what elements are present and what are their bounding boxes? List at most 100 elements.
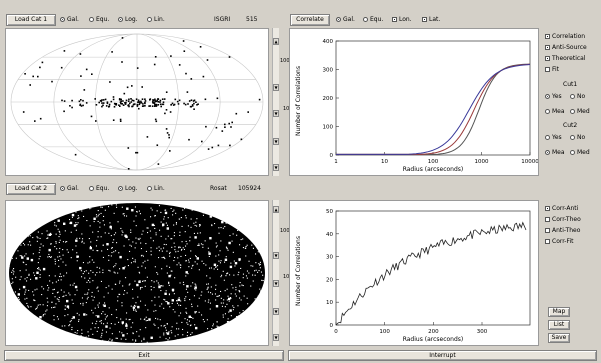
cat2-coord-lin[interactable]: Lin. (147, 185, 165, 192)
source-point (121, 61, 123, 63)
cat1-coord-gal[interactable]: Gal. (60, 16, 79, 23)
show-correlation[interactable]: Correlation (545, 33, 585, 40)
source-point (175, 222, 177, 224)
load-cat2-button[interactable]: Load Cat 2 (6, 183, 56, 195)
source-point (261, 298, 263, 300)
source-point (127, 259, 129, 261)
radio-indicator[interactable] (545, 135, 550, 140)
diff-corr-anti[interactable]: Corr-Anti (545, 205, 578, 212)
cut2-yes[interactable]: Yes (545, 134, 562, 141)
radio-indicator[interactable] (545, 150, 550, 155)
radio-indicator[interactable] (89, 17, 94, 22)
radio-indicator[interactable] (570, 135, 575, 140)
load-cat1-button[interactable]: Load Cat 1 (6, 14, 56, 26)
diff-corr-fit[interactable]: Corr-Fit (545, 238, 574, 245)
source-point (34, 120, 36, 122)
corr-coord-gal[interactable]: Gal. (336, 16, 355, 23)
scroll-arrow[interactable]: ▼ (273, 308, 279, 315)
checkbox-indicator[interactable] (545, 34, 550, 39)
cut1-yes[interactable]: Yes (545, 93, 562, 100)
source-point (230, 293, 232, 295)
radio-indicator[interactable] (147, 186, 152, 191)
source-point (76, 237, 78, 239)
source-point (255, 225, 257, 227)
checkbox-indicator[interactable] (545, 228, 550, 233)
cat2-coord-equ[interactable]: Equ. (89, 185, 109, 192)
scroll-up-arrow[interactable]: ▲ (273, 38, 279, 45)
checkbox-indicator[interactable] (545, 206, 550, 211)
show-theoretical[interactable]: Theoretical (545, 55, 586, 62)
radio-indicator[interactable] (363, 17, 368, 22)
scroll-arrow[interactable]: ▼ (273, 84, 279, 91)
cut1-no[interactable]: No (570, 93, 585, 100)
radio-indicator[interactable] (60, 186, 65, 191)
radio-indicator[interactable] (570, 150, 575, 155)
cat2-coord-gal[interactable]: Gal. (60, 185, 79, 192)
correlate-button[interactable]: Correlate (290, 14, 330, 26)
show-fit[interactable]: Fit (545, 66, 559, 73)
radio-indicator[interactable] (118, 17, 123, 22)
cut2-no[interactable]: No (570, 134, 585, 141)
radio-indicator[interactable] (570, 94, 575, 99)
sky-map-cat1[interactable] (5, 28, 269, 176)
cut2-mea[interactable]: Mea (545, 149, 565, 156)
radio-indicator[interactable] (118, 186, 123, 191)
cat2-scrollbar[interactable]: ▲ ▼ ▼ ▼ ▼ (272, 200, 279, 346)
source-point (107, 248, 109, 250)
radio-indicator[interactable] (570, 109, 575, 114)
cut1-mea[interactable]: Mea (545, 108, 565, 115)
show-anti-source[interactable]: Anti-Source (545, 44, 587, 51)
list-button[interactable]: List (548, 320, 570, 330)
source-point (141, 340, 143, 342)
diff-corr-theo[interactable]: Corr-Theo (545, 216, 581, 223)
checkbox-indicator[interactable] (422, 17, 427, 22)
radio-indicator[interactable] (545, 109, 550, 114)
scroll-down-arrow[interactable]: ▼ (273, 334, 279, 341)
radio-indicator[interactable] (545, 94, 550, 99)
sky-map-cat2[interactable] (5, 200, 269, 346)
checkbox-indicator[interactable] (545, 45, 550, 50)
corr-coord-lat[interactable]: Lat. (422, 16, 440, 23)
checkbox-indicator[interactable] (545, 217, 550, 222)
radio-indicator[interactable] (60, 17, 65, 22)
source-point (97, 236, 99, 238)
cut1-med[interactable]: Med (570, 108, 590, 115)
scroll-arrow[interactable]: ▼ (273, 110, 279, 117)
x-tick-label: 100 (428, 159, 439, 165)
source-point (182, 281, 184, 283)
source-point (140, 102, 143, 104)
cat1-scrollbar[interactable]: ▲ ▼ ▼ ▼ ▼ (272, 28, 279, 176)
diff-anti-theo[interactable]: Anti-Theo (545, 227, 580, 234)
source-point (69, 294, 71, 296)
checkbox-indicator[interactable] (545, 239, 550, 244)
scroll-up-arrow[interactable]: ▲ (273, 206, 279, 213)
source-point (10, 224, 12, 226)
save-button[interactable]: Save (548, 333, 570, 343)
exit-button[interactable]: Exit (4, 350, 284, 361)
scroll-down-arrow[interactable]: ▼ (273, 164, 279, 171)
cat2-coord-log[interactable]: Log. (118, 185, 138, 192)
source-point (176, 100, 179, 103)
scroll-arrow[interactable]: ▼ (273, 280, 279, 287)
radio-indicator[interactable] (336, 17, 341, 22)
cat1-coord-equ[interactable]: Equ. (89, 16, 109, 23)
interrupt-button[interactable]: Interrupt (288, 350, 597, 361)
source-point (177, 257, 179, 259)
checkbox-indicator[interactable] (545, 67, 550, 72)
scroll-arrow[interactable]: ▼ (273, 252, 279, 259)
map-button[interactable]: Map (548, 307, 570, 317)
source-point (162, 103, 165, 106)
cat1-coord-log[interactable]: Log. (118, 16, 138, 23)
corr-coord-equ[interactable]: Equ. (363, 16, 383, 23)
source-point (210, 332, 212, 334)
source-point (169, 255, 171, 257)
checkbox-indicator[interactable] (392, 17, 397, 22)
source-point (176, 302, 178, 304)
scroll-arrow[interactable]: ▼ (273, 138, 279, 145)
radio-indicator[interactable] (147, 17, 152, 22)
radio-indicator[interactable] (89, 186, 94, 191)
cut2-med[interactable]: Med (570, 149, 590, 156)
corr-coord-lon[interactable]: Lon. (392, 16, 412, 23)
cat1-coord-lin[interactable]: Lin. (147, 16, 165, 23)
checkbox-indicator[interactable] (545, 56, 550, 61)
